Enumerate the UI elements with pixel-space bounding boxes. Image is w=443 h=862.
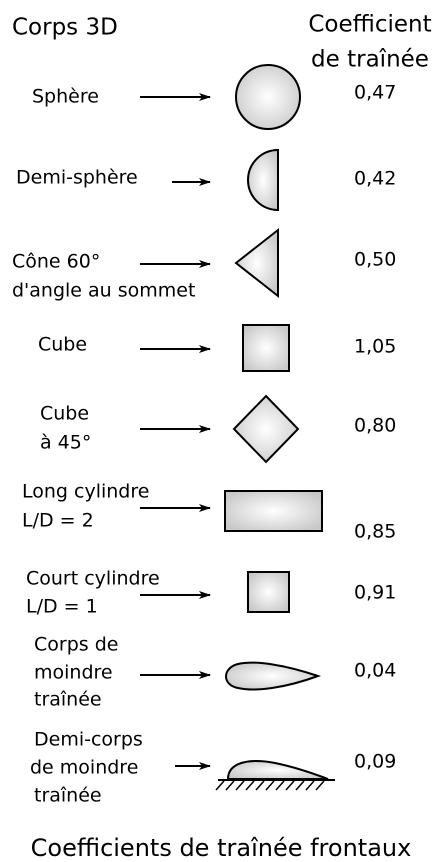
column-header: de traînée [311,47,429,73]
column-header: Coefficient [308,12,431,38]
coefficient: 0,85 [354,521,396,543]
body-label: L/D = 1 [26,596,98,618]
coefficient: 0,50 [354,249,396,271]
sphere [236,65,300,129]
coefficient: 1,05 [354,336,396,358]
long-cylinder [225,491,322,531]
cube-45 [234,396,298,462]
body-label: traînée [34,689,102,711]
coefficient: 0,47 [354,82,396,104]
body-label: Demi-sphère [16,167,138,189]
body-label: Sphère [32,86,99,108]
body-label: Corps de [34,634,118,656]
half-streamlined-body [228,761,328,779]
body-label: moindre [34,662,113,684]
column-header: Corps 3D [12,15,118,41]
short-cylinder [248,572,289,612]
body-label: Cône 60° [12,251,100,273]
cone [236,230,278,296]
body-label: Cube [38,334,87,356]
body-label: Cube [40,403,89,425]
cube [243,325,289,371]
body-label: de moindre [30,757,138,779]
footer: Coefficients de traînée frontaux [31,834,412,862]
body-label: à 45° [40,432,91,454]
coefficient: 0,42 [354,168,396,190]
half-sphere [248,150,278,210]
body-label: Demi-corps [34,729,143,751]
body-label: Court cylindre [26,568,160,590]
ground [216,780,335,790]
coefficient: 0,80 [354,415,396,437]
coefficient: 0,04 [354,660,396,682]
body-label: d'angle au sommet [12,280,195,302]
streamlined-body [226,663,318,690]
page: Corps 3D Coefficient de traînée Sphère 0… [0,0,443,862]
body-label: L/D = 2 [22,510,94,532]
coefficient: 0,09 [354,751,396,773]
body-label: Long cylindre [22,481,149,503]
diagram: Corps 3D Coefficient de traînée Sphère 0… [0,0,443,862]
body-label: traînée [34,785,102,807]
coefficient: 0,91 [354,582,396,604]
